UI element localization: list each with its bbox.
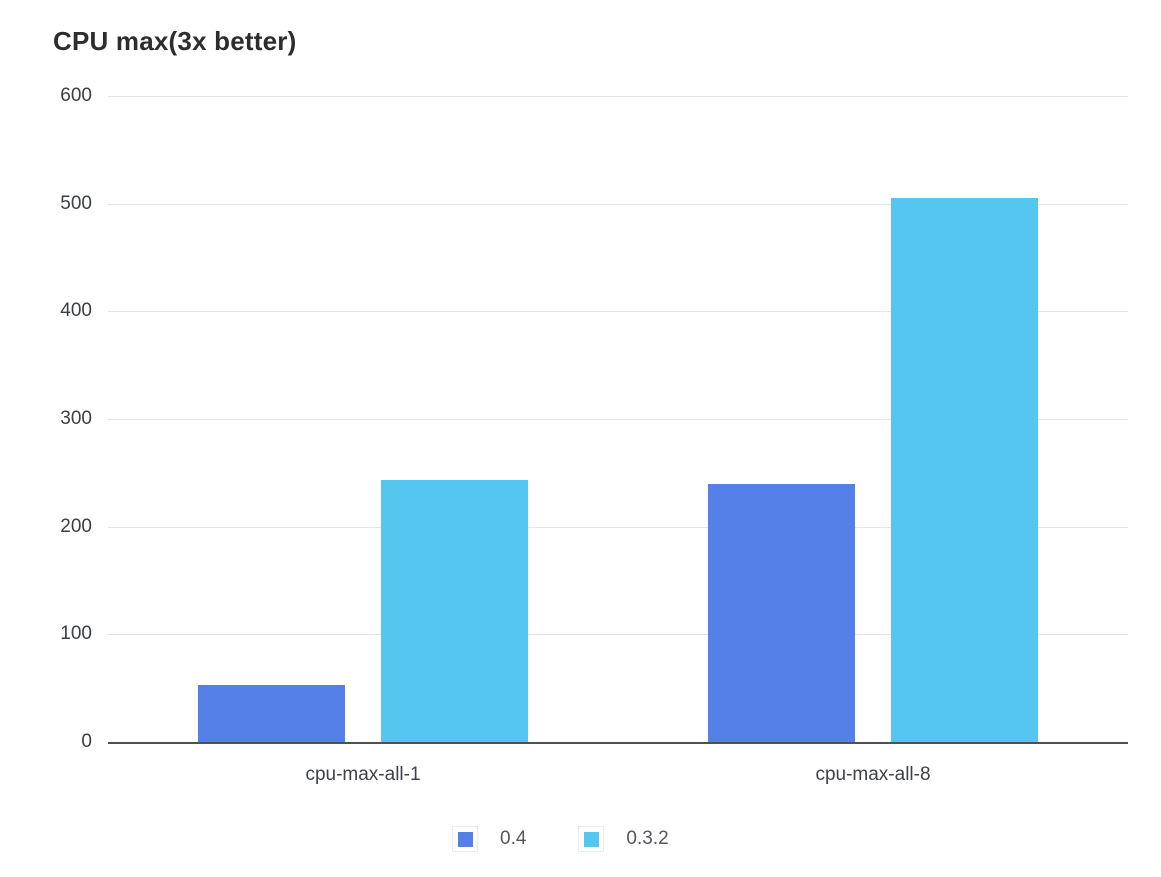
gridline [108,204,1128,205]
bar-0.4-cpu-max-all-1[interactable] [198,685,345,742]
gridline [108,96,1128,97]
legend: 0.4 0.3.2 [452,826,669,852]
legend-swatch-icon [457,831,473,847]
legend-label: 0.3.2 [626,828,669,849]
gridline [108,634,1128,635]
x-category-label: cpu-max-all-8 [815,764,931,785]
y-tick-label: 400 [60,300,92,321]
y-tick-label: 0 [81,731,92,752]
x-axis-line [108,742,1128,744]
gridline [108,419,1128,420]
legend-item-0.3.2[interactable]: 0.3.2 [578,826,669,852]
gridline [108,311,1128,312]
legend-swatch-icon [583,831,599,847]
y-tick-label: 300 [60,408,92,429]
y-tick-label: 600 [60,85,92,106]
gridline [108,527,1128,528]
bar-0.3.2-cpu-max-all-8[interactable] [891,198,1038,742]
x-category-label: cpu-max-all-1 [305,764,421,785]
bar-0.4-cpu-max-all-8[interactable] [708,484,855,742]
chart-title: CPU max(3x better) [53,26,297,56]
y-tick-label: 500 [60,193,92,214]
legend-swatch-box [452,826,478,852]
legend-label: 0.4 [500,828,527,849]
y-tick-label: 200 [60,516,92,537]
y-tick-label: 100 [60,623,92,644]
bar-0.3.2-cpu-max-all-1[interactable] [381,480,528,742]
legend-item-0.4[interactable]: 0.4 [452,826,526,852]
legend-swatch-box [578,826,605,852]
